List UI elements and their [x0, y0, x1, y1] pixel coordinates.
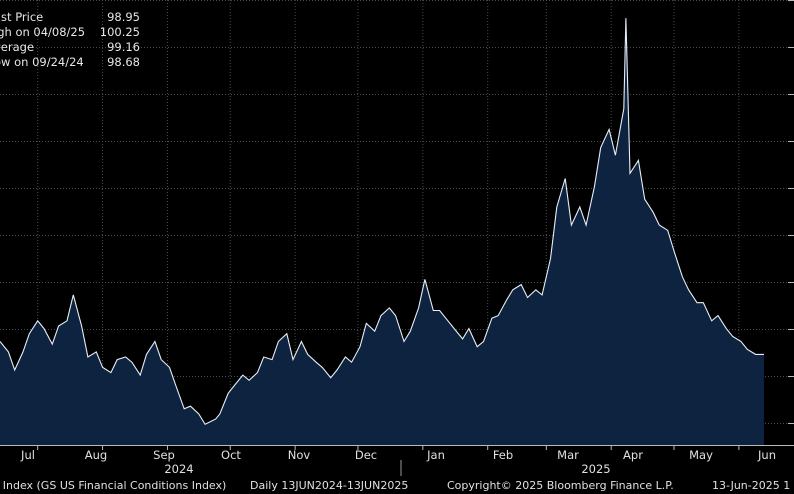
x-tick-label: May: [689, 448, 713, 462]
series-line: [0, 18, 764, 426]
legend-value: 100.25: [99, 25, 140, 39]
legend-average: verage 99.16: [0, 40, 140, 55]
legend-label: igh on 04/08/25: [0, 25, 86, 39]
x-tick-label: Mar: [557, 448, 579, 462]
legend-high: igh on 04/08/25 100.25: [0, 25, 140, 40]
footer-index: I Index (GS US Financial Conditions Inde…: [0, 479, 227, 492]
x-tick-label: Apr: [623, 448, 643, 462]
legend-label: ast Price: [0, 10, 44, 24]
x-year-label: 2025: [581, 462, 610, 476]
legend-label: ow on 09/24/24: [0, 55, 84, 69]
x-tick-label: Jan: [426, 448, 445, 462]
legend-value: 98.68: [107, 55, 140, 69]
x-year-label: 2024: [164, 462, 193, 476]
x-tick-label: Sep: [153, 448, 175, 462]
legend-low: ow on 09/24/24 98.68: [0, 55, 140, 70]
x-tick-label: Oct: [221, 448, 241, 462]
footer-range: Daily 13JUN2024-13JUN2025: [250, 479, 409, 492]
x-axis: Jul Aug Sep Oct Nov Dec Jan Feb Mar Apr May Jun 2024…: [0, 445, 794, 476]
footer-date: 13-Jun-2025 1: [712, 479, 791, 492]
x-tick-label: Dec: [355, 448, 377, 462]
x-tick-label: Jun: [757, 448, 776, 462]
footer: I Index (GS US Financial Conditions Inde…: [0, 478, 794, 494]
x-tick-label: Aug: [85, 448, 107, 462]
legend-value: 99.16: [107, 40, 140, 54]
legend-last-price: ast Price 98.95: [0, 10, 140, 25]
footer-copyright: Copyright© 2025 Bloomberg Finance L.P.: [447, 479, 674, 492]
series-area: [0, 18, 764, 445]
legend-value: 98.95: [107, 10, 140, 24]
x-tick-label: Jul: [20, 448, 35, 462]
x-tick-label: Feb: [493, 448, 513, 462]
legend: ast Price 98.95 igh on 04/08/25 100.25 v…: [0, 10, 140, 70]
legend-label: verage: [0, 40, 35, 54]
x-tick-label: Nov: [288, 448, 311, 462]
